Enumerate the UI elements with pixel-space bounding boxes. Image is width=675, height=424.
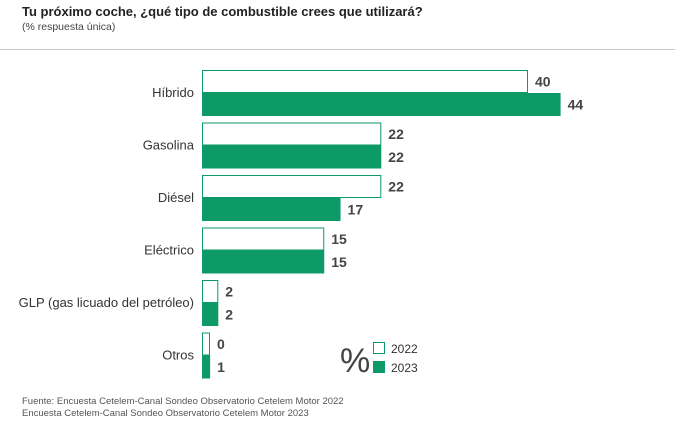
title-divider (0, 49, 675, 50)
bar-glp-gas-licuado-del-petroleo-2022 (202, 280, 219, 303)
value-label-gasolina-2023: 22 (388, 149, 404, 165)
bar-gasolina-2022 (202, 122, 382, 146)
bar-diesel-2023 (202, 198, 341, 221)
bar-hibrido-2022 (202, 70, 528, 93)
value-label-diesel-2023: 17 (348, 202, 364, 218)
category-label-otros: Otros (162, 348, 194, 363)
category-label-gasolina: Gasolina (143, 138, 195, 153)
bar-otros-2022 (202, 332, 210, 356)
value-label-hibrido-2022: 40 (535, 74, 551, 90)
bar-otros-2023 (202, 355, 211, 379)
source-note: Fuente: Encuesta Cetelem-Canal Sondeo Ob… (22, 396, 344, 420)
value-label-glp-gas-licuado-del-petroleo-2022: 2 (225, 284, 233, 300)
bar-gasolina-2023 (202, 145, 382, 169)
value-label-otros-2023: 1 (217, 359, 225, 375)
category-label-hibrido: Híbrido (152, 85, 194, 100)
value-label-hibrido-2023: 44 (568, 97, 584, 113)
source-line-1: Fuente: Encuesta Cetelem-Canal Sondeo Ob… (22, 396, 344, 407)
legend-swatch-2023 (373, 361, 385, 373)
chart-title: Tu próximo coche, ¿qué tipo de combustib… (22, 4, 423, 19)
legend-label-2022: 2022 (391, 342, 418, 356)
category-label-electrico: Eléctrico (144, 243, 194, 258)
value-label-gasolina-2022: 22 (388, 126, 404, 142)
bar-glp-gas-licuado-del-petroleo-2023 (202, 303, 219, 326)
bar-diesel-2022 (202, 175, 382, 198)
value-label-glp-gas-licuado-del-petroleo-2023: 2 (225, 307, 233, 323)
value-label-otros-2022: 0 (217, 336, 225, 352)
value-label-electrico-2023: 15 (331, 254, 347, 270)
bar-electrico-2022 (202, 227, 325, 251)
source-line-2: Encuesta Cetelem-Canal Sondeo Observator… (22, 408, 309, 419)
category-label-glp-gas-licuado-del-petroleo: GLP (gas licuado del petróleo) (19, 295, 194, 310)
legend-percent-symbol: % (340, 342, 370, 380)
chart-subtitle: (% respuesta única) (22, 21, 116, 33)
legend-label-2023: 2023 (391, 361, 418, 375)
bar-hibrido-2023 (202, 93, 561, 116)
value-label-diesel-2022: 22 (388, 179, 404, 195)
category-label-diesel: Diésel (158, 190, 194, 205)
legend-swatch-2022 (373, 342, 385, 354)
bar-electrico-2023 (202, 250, 325, 274)
bar-chart: Híbrido4044Gasolina2222Diésel2217Eléctri… (19, 70, 584, 380)
value-label-electrico-2022: 15 (331, 231, 347, 247)
